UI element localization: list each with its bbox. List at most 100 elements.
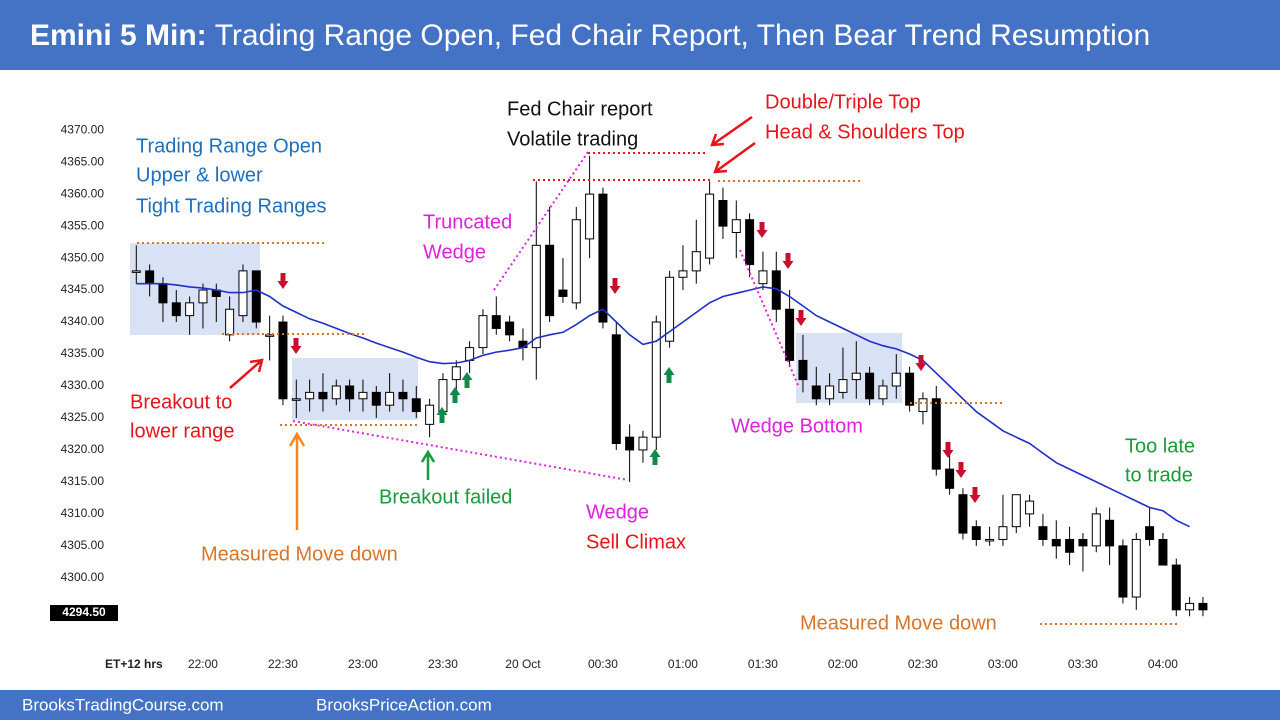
candle-body [891, 372, 901, 387]
candle-body [558, 289, 568, 297]
annotation: Measured Move down [201, 543, 398, 565]
footer-right: BrooksPriceAction.com [316, 695, 492, 714]
sell-arrow [782, 253, 794, 269]
candle-body [278, 321, 288, 400]
candle-body [905, 372, 915, 406]
annotation: Too late [1125, 435, 1195, 457]
candle-body [758, 270, 768, 285]
annotations: Trading Range Open Upper & lower Tight T… [130, 91, 1195, 634]
y-tick-label: 4370.00 [61, 122, 105, 136]
candle-body [1198, 602, 1208, 611]
candle-body [1011, 494, 1021, 528]
y-tick-label: 4345.00 [61, 282, 105, 296]
buy-arrow [449, 387, 461, 403]
y-tick-label: 4305.00 [61, 538, 105, 552]
annotation: Tight Trading Ranges [136, 195, 326, 217]
candle-body [718, 200, 728, 227]
candle-body [1185, 602, 1195, 611]
y-tick-label: 4320.00 [61, 442, 105, 456]
buy-arrow [436, 407, 448, 423]
y-tick-label: 4325.00 [61, 410, 105, 424]
candle-body [678, 270, 688, 278]
sell-arrow [795, 310, 807, 326]
candle-body [611, 334, 621, 445]
y-tick-label: 4340.00 [61, 314, 105, 328]
candle-body [1131, 538, 1141, 598]
candle-body [945, 468, 955, 489]
y-tick-label: 4365.00 [61, 154, 105, 168]
candle-body [1171, 564, 1181, 611]
price-tag-label: 4294.50 [62, 605, 106, 619]
candle-body [1158, 538, 1168, 566]
annotation: to trade [1125, 464, 1193, 486]
candle-body [371, 391, 381, 406]
y-tick-label: 4335.00 [61, 346, 105, 360]
candle-body [185, 302, 195, 317]
x-tick-label: 03:00 [988, 657, 1018, 671]
y-tick-label: 4330.00 [61, 378, 105, 392]
candle-body [131, 270, 141, 273]
title-bold: Emini 5 Min: [30, 19, 207, 52]
moving-average [136, 282, 1190, 528]
buy-arrow [649, 449, 661, 465]
annotation: Truncated [423, 211, 512, 233]
sell-arrow [955, 462, 967, 478]
sell-arrow [756, 222, 768, 238]
annotation: Volatile trading [507, 128, 638, 150]
candle-body [358, 391, 368, 400]
candle-body [1065, 538, 1075, 553]
x-tick-label: 20 Oct [505, 657, 541, 671]
range-box [292, 358, 418, 420]
y-tick-label: 4300.00 [61, 570, 105, 584]
y-tick-label: 4350.00 [61, 250, 105, 264]
candle-body [345, 385, 355, 400]
arrow [288, 431, 306, 530]
x-tick-label: 02:00 [828, 657, 858, 671]
guide-lines [137, 151, 1180, 625]
candle-body [878, 385, 888, 400]
annotation: Sell Climax [586, 531, 686, 553]
candle-body [691, 251, 701, 272]
arrows [229, 115, 756, 530]
x-tick-label: 03:30 [1068, 657, 1098, 671]
buy-arrow [663, 367, 675, 383]
candle-body [958, 494, 968, 534]
candle-body [1091, 513, 1101, 547]
candle-body [971, 526, 981, 540]
footer-left: BrooksTradingCourse.com [22, 695, 224, 714]
candle-body [158, 283, 168, 304]
arrow [420, 449, 436, 480]
candle-body [585, 193, 595, 240]
candle-body [318, 391, 328, 400]
candle-body [385, 391, 395, 406]
candle-body [745, 219, 755, 265]
signal-arrows [277, 222, 981, 503]
x-tick-label: 23:00 [348, 657, 378, 671]
candle-body [1105, 519, 1115, 547]
candle-body [985, 538, 995, 542]
candle-body [425, 404, 435, 425]
candle-body [998, 526, 1008, 540]
candle-body [931, 398, 941, 470]
candle-body [918, 398, 928, 413]
candle-body [651, 321, 661, 438]
candle-body [625, 436, 635, 451]
candle-body [1038, 526, 1048, 540]
sell-arrow [609, 278, 621, 294]
price-tag [50, 605, 118, 622]
candle-body [1025, 500, 1035, 515]
range-box [130, 243, 260, 335]
y-tick-label: 4310.00 [61, 506, 105, 520]
annotation: Double/Triple Top [765, 91, 921, 113]
x-tick-label: 22:30 [268, 657, 298, 671]
candle-body [1051, 538, 1061, 547]
sell-arrow [290, 338, 302, 354]
annotation: Fed Chair report [507, 98, 653, 120]
candle-body [1078, 538, 1088, 547]
x-tick-label: 01:30 [748, 657, 778, 671]
candle-body [798, 359, 808, 381]
x-tick-label: 02:30 [908, 657, 938, 671]
wedge-line [292, 420, 629, 481]
candle-body [438, 379, 448, 413]
